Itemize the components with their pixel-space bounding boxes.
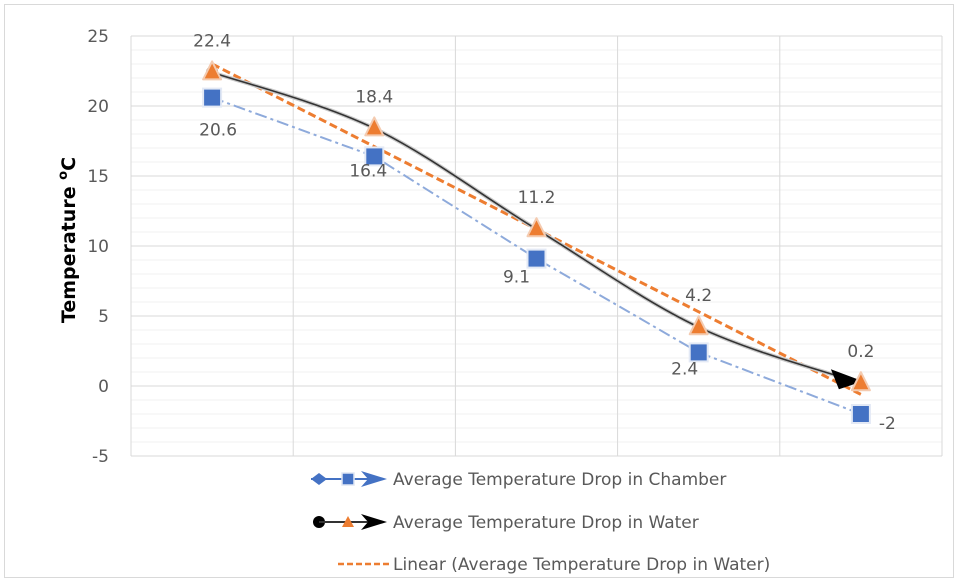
y-tick-label: -5 (92, 447, 109, 467)
y-tick-labels: -5 0 5 10 15 20 25 (87, 27, 109, 467)
series-water-marker (526, 217, 547, 238)
data-label-chamber: 9.1 (503, 268, 530, 288)
legend-chamber-square-marker (341, 472, 355, 486)
series-layer (202, 60, 871, 424)
series-water-arrow-head (830, 369, 863, 390)
series-chamber-marker (850, 404, 871, 424)
chart-svg: -5 0 5 10 15 20 25 Temperature oC 22.4 18.4 11.2… (56, 27, 943, 575)
y-axis-title-superscript: o (56, 171, 71, 180)
series-water-marker (202, 60, 223, 81)
legend-chamber-arrow-icon (361, 471, 387, 487)
data-label-water: 22.4 (193, 31, 231, 51)
y-axis-title: Temperature oC (56, 157, 80, 323)
series-water-marker (850, 371, 871, 392)
legend-water-arrow-icon (361, 514, 387, 530)
data-label-water: 11.2 (518, 188, 556, 208)
legend-label-linear: Linear (Average Temperature Drop in Wate… (393, 555, 770, 575)
y-tick-label: 15 (87, 167, 109, 187)
legend-label-chamber: Average Temperature Drop in Chamber (393, 470, 726, 490)
data-label-chamber: -2 (879, 414, 896, 434)
series-water-marker (364, 116, 385, 137)
data-label-chamber: 16.4 (349, 161, 387, 181)
data-label-chamber: 20.6 (199, 121, 237, 141)
legend-water-triangle-marker (342, 516, 354, 527)
data-label-chamber: 2.4 (671, 359, 698, 379)
y-tick-label: 20 (87, 97, 109, 117)
legend-label-water: Average Temperature Drop in Water (393, 513, 699, 533)
data-labels-layer: 22.4 18.4 11.2 4.2 0.2 20.6 16.4 9.1 2.4 -2 (193, 31, 896, 434)
y-tick-label: 25 (87, 27, 109, 47)
series-chamber-marker (202, 87, 223, 108)
legend-entry-water: Average Temperature Drop in Water (313, 513, 699, 533)
y-axis-title-unit: C (58, 157, 80, 171)
legend: Average Temperature Drop in Chamber Aver… (311, 470, 770, 575)
series-chamber-marker (526, 248, 547, 269)
y-tick-label: 10 (87, 237, 109, 257)
legend-entry-linear: Linear (Average Temperature Drop in Wate… (338, 555, 770, 575)
grid-layer (130, 35, 943, 457)
series-chamber-marker (688, 342, 709, 363)
data-label-water: 18.4 (355, 87, 393, 107)
data-label-water: 4.2 (685, 286, 712, 306)
series-water-marker (688, 315, 709, 336)
y-tick-label: 5 (98, 307, 109, 327)
y-axis-title-main: Temperature (58, 180, 80, 323)
legend-entry-chamber: Average Temperature Drop in Chamber (311, 470, 726, 490)
series-chamber-marker (364, 146, 385, 167)
data-label-water: 0.2 (847, 342, 874, 362)
chart-frame: -5 0 5 10 15 20 25 Temperature oC 22.4 18.4 11.2… (4, 4, 954, 578)
y-tick-label: 0 (98, 377, 109, 397)
series-chamber-line (211, 96, 862, 415)
